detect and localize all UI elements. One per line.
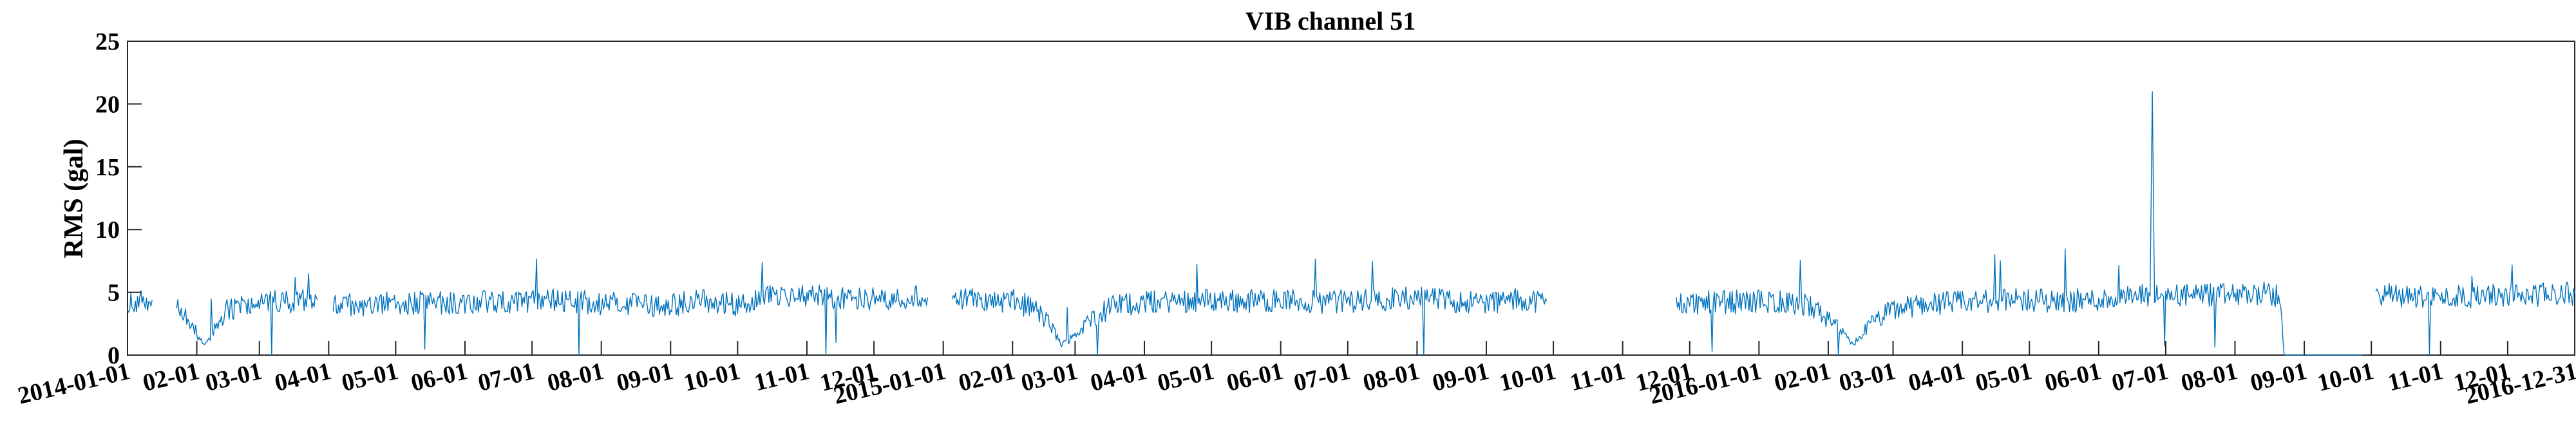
x-tick-label: 07-01: [475, 358, 537, 397]
series-line-segment: [332, 258, 929, 356]
x-tick-label: 04-01: [272, 358, 334, 397]
x-tick-label: 03-01: [203, 358, 265, 397]
x-tick-label: 08-01: [1361, 358, 1423, 397]
x-tick-label: 02-01: [1772, 358, 1833, 397]
y-tick-label: 15: [95, 154, 120, 181]
x-tick-label: 06-01: [408, 358, 470, 397]
series-line-segment: [1676, 91, 2363, 356]
y-tick-label: 25: [95, 28, 120, 55]
y-tick-label: 5: [108, 280, 120, 307]
x-tick-label: 09-01: [2248, 358, 2309, 397]
chart-title: VIB channel 51: [1245, 6, 1416, 35]
x-tick-label: 02-01: [140, 358, 202, 397]
y-tick-label: 20: [95, 91, 120, 118]
x-tick-label: 05-01: [1973, 358, 2034, 397]
x-tick-label: 10-01: [1497, 358, 1558, 397]
x-tick-label: 02-01: [956, 358, 1018, 397]
x-tick-label: 08-01: [545, 358, 607, 397]
x-tick-label: 04-01: [1906, 358, 1967, 397]
y-axis: 0 5 10 15 20 25: [95, 28, 142, 369]
plot-frame: [127, 41, 2575, 356]
x-tick-label: 11-01: [1567, 358, 1628, 396]
x-tick-label: 10-01: [681, 358, 743, 397]
series-line-segment: [176, 273, 318, 356]
x-tick-label: 04-01: [1088, 358, 1150, 397]
x-tick-label: 03-01: [1837, 358, 1899, 397]
x-tick-label: 11-01: [752, 358, 812, 396]
x-tick-label: 07-01: [2109, 358, 2171, 397]
x-tick-label: 05-01: [1155, 358, 1217, 397]
y-tick-label: 10: [95, 217, 120, 244]
y-axis-label: RMS (gal): [59, 139, 89, 258]
series-line-segment: [951, 258, 1548, 356]
x-tick-label: 03-01: [1019, 358, 1081, 397]
x-tick-label: 05-01: [339, 358, 401, 397]
x-tick-label: 2014-01-01: [15, 358, 133, 410]
y-tick-label: 0: [108, 342, 120, 369]
x-tick-label: 11-01: [2385, 358, 2446, 396]
series-layer: [127, 91, 2575, 356]
x-tick-label: 09-01: [614, 358, 676, 397]
series-line-segment: [2375, 264, 2575, 356]
x-tick-label: 07-01: [1291, 358, 1353, 397]
x-tick-label: 10-01: [2315, 358, 2376, 397]
x-tick-label: 08-01: [2179, 358, 2240, 397]
x-tick-label: 06-01: [1224, 358, 1286, 397]
x-tick-label: 06-01: [2042, 358, 2104, 397]
x-tick-label: 09-01: [1430, 358, 1492, 397]
series-line-segment: [127, 290, 153, 313]
